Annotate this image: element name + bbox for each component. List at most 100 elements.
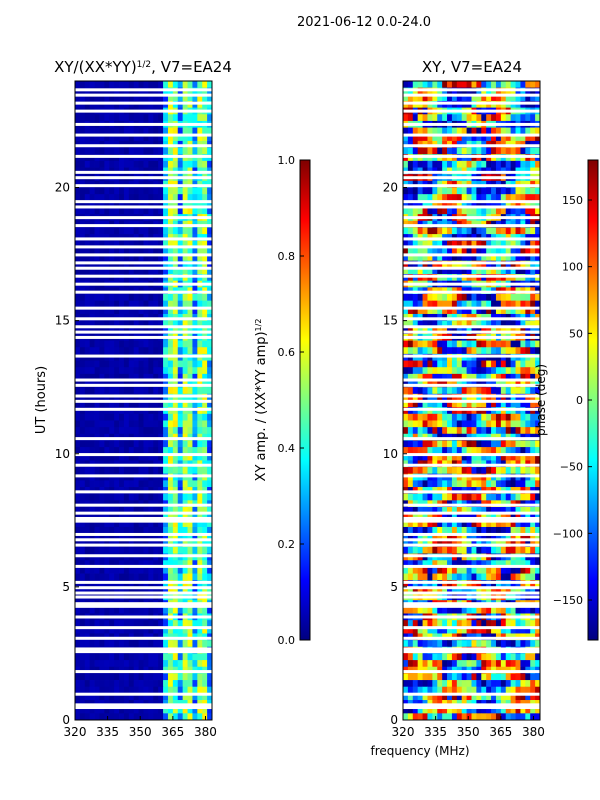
amp-heatmap-cell (202, 480, 208, 488)
phase-heatmap-cell (407, 367, 414, 375)
amp-heatmap-cell (89, 340, 95, 348)
amp-heatmap-cell (167, 114, 174, 122)
phase-heatmap-cell (412, 526, 419, 535)
phase-heatmap-cell (515, 94, 521, 102)
amp-heatmap-cell (89, 254, 95, 262)
phase-heatmap-cell (520, 320, 526, 328)
phase-heatmap-cell (486, 240, 492, 248)
phase-heatmap-cell (412, 160, 419, 168)
amp-heatmap-cell (172, 307, 179, 315)
amp-heatmap-cell (207, 307, 213, 315)
amp-heatmap-cell (153, 546, 159, 554)
amp-heatmap-cell (123, 706, 130, 714)
amp-heatmap-cell (128, 227, 135, 235)
phase-heatmap-cell (442, 160, 448, 168)
phase-heatmap-cell (407, 187, 414, 195)
phase-heatmap-cell (481, 81, 487, 89)
amp-heatmap-cell (133, 453, 140, 461)
amp-heatmap-cell (114, 81, 120, 89)
phase-heatmap-cell (486, 94, 492, 102)
phase-heatmap-cell (407, 147, 414, 155)
amp-colorbar-ticks: 0.00.20.40.60.81.0 (278, 154, 304, 647)
phase-heatmap-cell (403, 566, 409, 574)
phase-heatmap-cell (403, 307, 409, 315)
amp-heatmap-cell (192, 640, 198, 648)
amp-heatmap-cell (172, 127, 179, 135)
amp-heatmap-cell (128, 660, 135, 668)
amp-heatmap-cell (202, 147, 208, 155)
phase-heatmap-cell (461, 533, 468, 541)
phase-heatmap-cell (403, 200, 409, 208)
phase-heatmap-cell (500, 566, 507, 574)
amp-heatmap-cell (79, 300, 86, 308)
phase-heatmap-cell (471, 227, 477, 235)
phase-heatmap-cell (525, 480, 531, 488)
amp-heatmap-cell (79, 207, 86, 215)
phase-heatmap-cell (442, 200, 448, 208)
amp-heatmap-cell (163, 453, 169, 461)
phase-heatmap-cell (535, 294, 541, 302)
amp-heatmap-cell (158, 453, 164, 461)
amp-heatmap-cell (104, 573, 110, 581)
amp-heatmap-cell (143, 240, 149, 248)
amp-colorbar (299, 159, 311, 641)
phase-heatmap-cell (471, 194, 477, 202)
phase-heatmap-cell (515, 560, 521, 568)
phase-heatmap-cell (427, 573, 433, 581)
amp-heatmap-cell (158, 114, 164, 122)
amp-heatmap-cell (89, 294, 95, 302)
amp-heatmap-cell (158, 300, 164, 308)
amp-heatmap-cell (114, 320, 120, 328)
phase-heatmap-cell (481, 147, 487, 155)
amp-heatmap-cell (109, 340, 115, 348)
phase-heatmap-cell (481, 533, 487, 541)
phase-heatmap-cell (486, 300, 492, 308)
phase-heatmap-cell (422, 114, 428, 122)
amp-heatmap-cell (138, 240, 144, 248)
phase-heatmap-cell (500, 440, 507, 448)
amp-heatmap-cell (133, 480, 140, 488)
amp-heatmap-cell (158, 566, 164, 574)
amp-heatmap-cell (133, 227, 140, 235)
phase-heatmap-cell (495, 507, 502, 515)
phase-heatmap-cell (417, 467, 423, 475)
phase-heatmap-cell (466, 507, 472, 515)
phase-heatmap-cell (535, 533, 541, 541)
amp-heatmap-cell (104, 626, 110, 634)
x-tick-label: 335 (96, 725, 119, 739)
amp-heatmap-cell (158, 653, 164, 661)
data-gap (75, 399, 212, 403)
amp-heatmap-cell (182, 307, 188, 315)
amp-heatmap-cell (207, 373, 213, 381)
phase-heatmap-cell (451, 207, 458, 215)
phase-heatmap-cell (422, 560, 428, 568)
amp-heatmap-cell (202, 673, 208, 681)
data-gap (75, 703, 212, 707)
phase-heatmap-cell (491, 427, 497, 435)
amp-heatmap-cell (153, 340, 159, 348)
amp-heatmap-cell (158, 533, 164, 541)
phase-heatmap-cell (491, 507, 497, 515)
amp-heatmap-cell (75, 653, 81, 661)
phase-heatmap-cell (451, 546, 458, 554)
phase-heatmap-cell (466, 447, 472, 455)
amp-heatmap-cell (75, 606, 81, 614)
phase-heatmap-cell (486, 347, 492, 355)
amp-heatmap-cell (89, 573, 95, 581)
phase-heatmap-cell (451, 294, 458, 302)
amp-heatmap-cell (197, 453, 203, 461)
phase-heatmap-cell (495, 387, 502, 395)
amp-heatmap-cell (167, 160, 174, 168)
phase-heatmap-cell (491, 400, 497, 408)
amp-heatmap-cell (177, 660, 184, 668)
amp-heatmap-cell (99, 160, 105, 168)
amp-heatmap-cell (143, 294, 149, 302)
phase-heatmap-cell (432, 160, 438, 168)
amp-heatmap-cell (163, 254, 169, 262)
phase-heatmap-cell (427, 187, 433, 195)
phase-heatmap-cell (486, 200, 492, 208)
amp-heatmap-cell (138, 447, 144, 455)
phase-heatmap-cell (530, 207, 536, 215)
phase-heatmap-cell (466, 340, 472, 348)
amp-heatmap-cell (128, 200, 135, 208)
